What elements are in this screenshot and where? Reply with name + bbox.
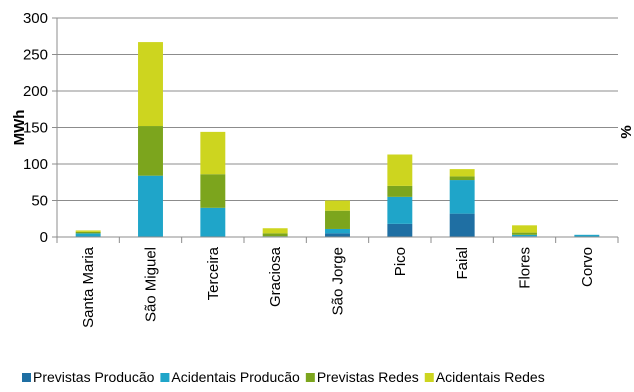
bar-segment-2-2 [138, 175, 163, 237]
y-tick-label: 50 [31, 193, 48, 210]
y-tick-label: 300 [23, 10, 48, 27]
legend-label-2: Acidentais Producão [171, 369, 300, 385]
bar-segment-4-1 [75, 230, 101, 232]
bar-segment-4-8 [512, 225, 537, 233]
bar-segment-1-5 [325, 233, 350, 237]
bar-segment-1-7 [449, 213, 475, 237]
bar-segment-4-6 [387, 154, 413, 186]
legend-label-3: Previstas Redes [317, 369, 419, 385]
bar-segment-4-4 [262, 228, 288, 234]
bar-segment-4-7 [449, 169, 475, 177]
category-label: Corvo [579, 247, 596, 287]
legend-swatch-2 [160, 373, 170, 382]
legend-swatch-1 [22, 373, 31, 382]
bar-segment-3-7 [449, 176, 475, 181]
right-axis-title-fragment: % [618, 125, 634, 138]
category-label: São Jorge [330, 247, 347, 315]
category-label: Pico [392, 247, 409, 276]
legend-label-1: Previstas Producão [33, 369, 155, 385]
bar-segment-2-9 [574, 234, 600, 237]
y-tick-label: 100 [23, 156, 48, 173]
y-tick-label: 0 [40, 229, 48, 246]
bar-segment-4-5 [325, 200, 350, 211]
y-tick-label: 150 [23, 120, 48, 137]
bar-segment-4-3 [200, 131, 226, 175]
bar-segment-2-8 [512, 234, 537, 237]
bar-segment-1-6 [387, 223, 413, 237]
category-label: Faial [454, 247, 471, 280]
bar-segment-3-3 [200, 174, 226, 208]
x-axis: Santa Maria São Miguel Terceira Graciosa São… [56, 236, 619, 328]
bar-segment-3-8 [512, 232, 537, 235]
legend: Previstas Producão Acidentais Producão Pre… [22, 369, 545, 385]
bar-segment-3-6 [387, 185, 413, 197]
bar-segment-2-1 [75, 233, 101, 237]
category-label: Santa Maria [80, 246, 97, 328]
legend-swatch-3 [305, 373, 315, 382]
y-axis-title: MWh [11, 110, 28, 146]
category-label: Terceira [205, 246, 222, 300]
category-label: Flores [517, 247, 534, 289]
legend-label-4: Acidentais Redes [436, 369, 545, 385]
bars [75, 42, 600, 237]
bar-segment-3-2 [138, 126, 163, 176]
bar-segment-2-7 [449, 180, 475, 214]
bar-segment-3-5 [325, 210, 350, 229]
category-label: São Miguel [143, 247, 160, 322]
bar-segment-3-1 [75, 231, 101, 234]
bar-segment-2-6 [387, 196, 413, 224]
y-tick-label: 250 [23, 47, 48, 64]
bar-segment-2-5 [325, 228, 350, 234]
bar-segment-4-2 [138, 42, 163, 127]
legend-swatch-4 [424, 373, 434, 382]
bar-segment-2-3 [200, 207, 226, 237]
category-label: Graciosa [267, 246, 284, 307]
bar-segment-3-4 [262, 233, 288, 237]
y-axis: 0 50 100 150 200 250 300 [23, 10, 58, 246]
y-tick-label: 200 [23, 83, 48, 100]
